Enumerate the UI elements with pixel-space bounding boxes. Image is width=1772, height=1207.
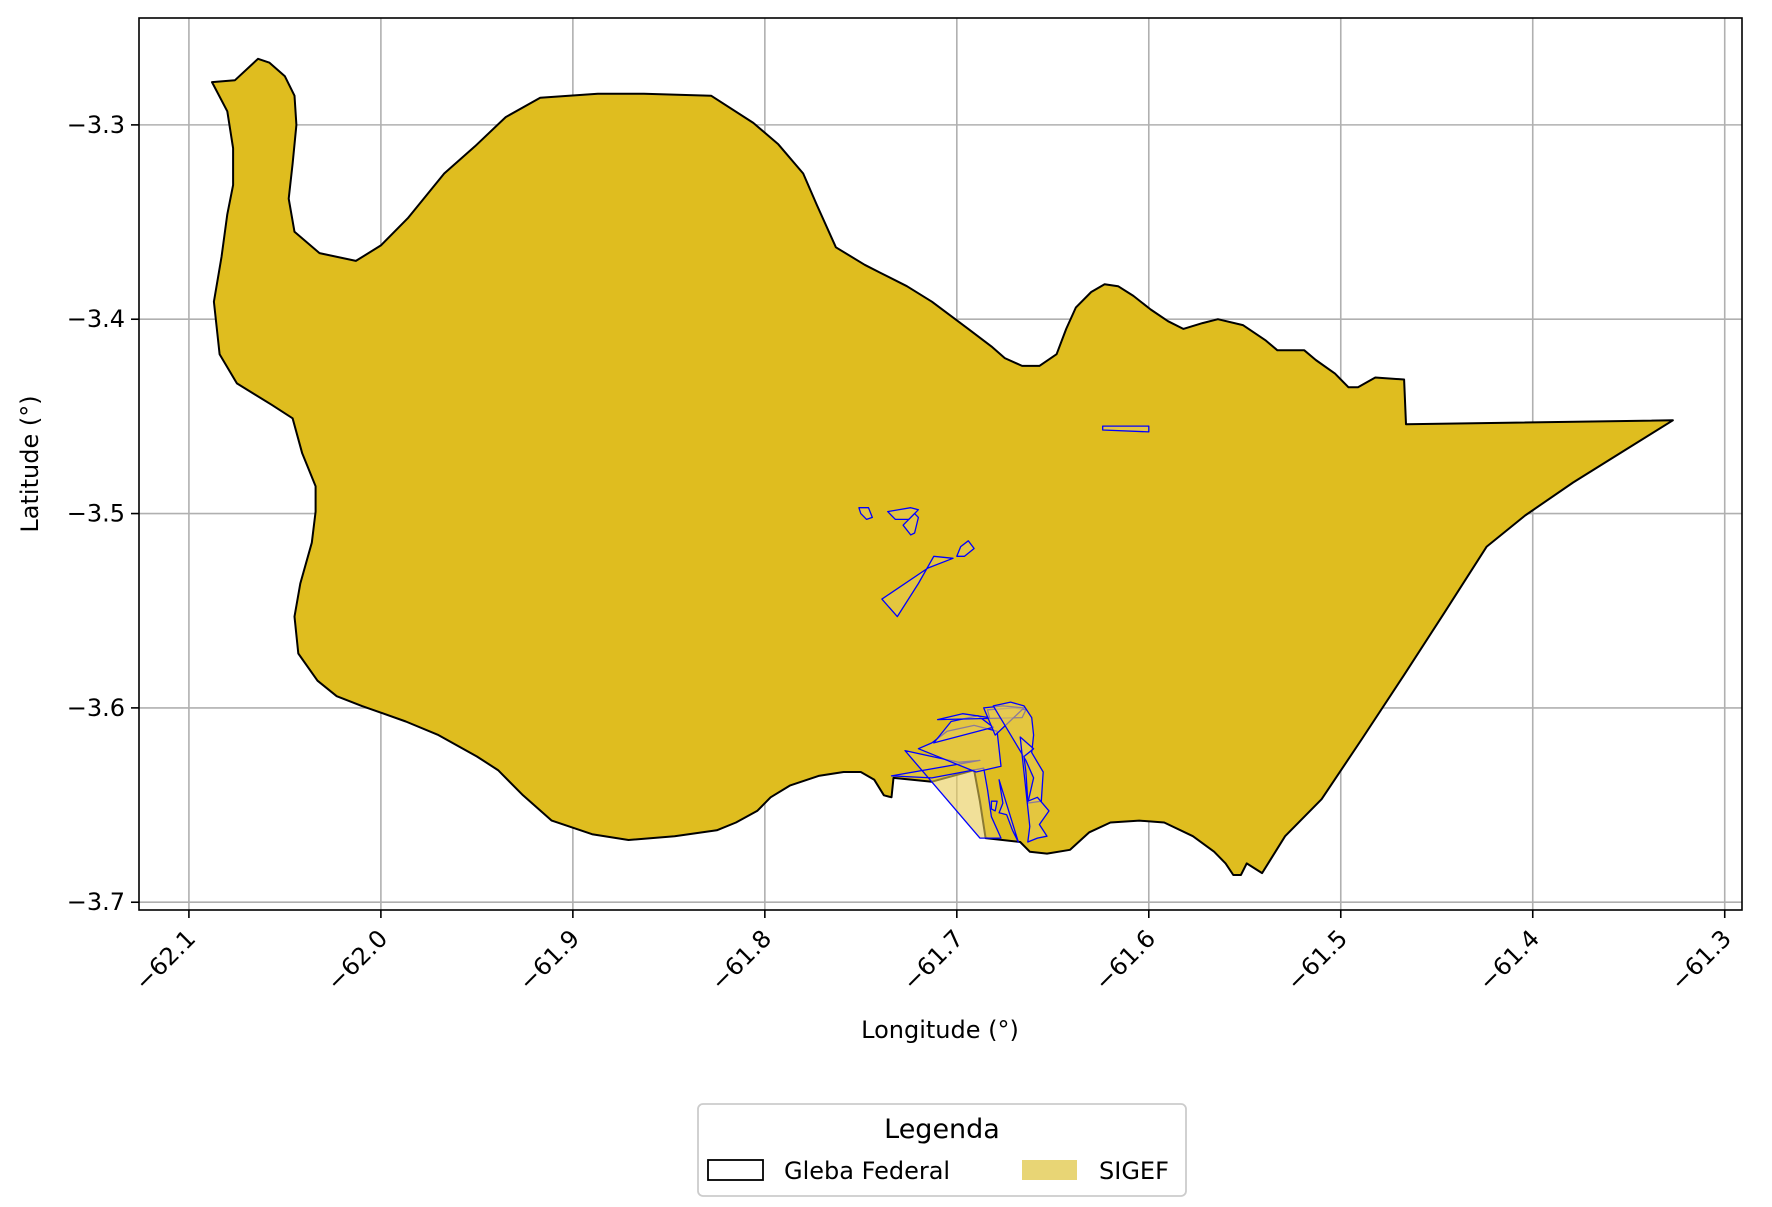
- gleba-federal-polygon: [211, 57, 1674, 876]
- sigef-parcel: [858, 507, 873, 521]
- y-tick-label: −3.6: [67, 694, 125, 722]
- sigef-parcel: [902, 512, 920, 536]
- y-axis-ticks: −3.3 −3.4 −3.5 −3.6 −3.7: [67, 111, 139, 916]
- plot-frame: [138, 17, 1743, 911]
- gleba-federal-layer: [211, 57, 1674, 876]
- legend-swatch-gleba-federal: [707, 1159, 764, 1181]
- sigef-layer: [858, 425, 1150, 843]
- sigef-parcel: [990, 800, 998, 812]
- sigef-parcel: [1102, 425, 1150, 433]
- x-axis-label: Longitude (°): [861, 1016, 1019, 1044]
- y-tick-label: −3.4: [67, 305, 125, 333]
- y-tick-label: −3.3: [67, 111, 125, 139]
- sigef-parcel: [1019, 736, 1050, 843]
- legend-title: Legenda: [884, 1114, 1000, 1145]
- sigef-parcel: [998, 779, 1019, 843]
- sigef-parcel: [881, 555, 954, 618]
- legend: Legenda Gleba Federal SIGEF: [697, 1103, 1187, 1197]
- sigef-parcel: [992, 701, 1044, 804]
- legend-swatch-sigef: [1022, 1160, 1077, 1180]
- y-axis-label: Latitude (°): [16, 395, 44, 532]
- y-tick-label: −3.7: [67, 888, 125, 916]
- y-tick-label: −3.5: [67, 500, 125, 528]
- sigef-parcel: [956, 540, 975, 557]
- legend-label-sigef: SIGEF: [1099, 1157, 1169, 1185]
- legend-label-gleba-federal: Gleba Federal: [784, 1157, 950, 1185]
